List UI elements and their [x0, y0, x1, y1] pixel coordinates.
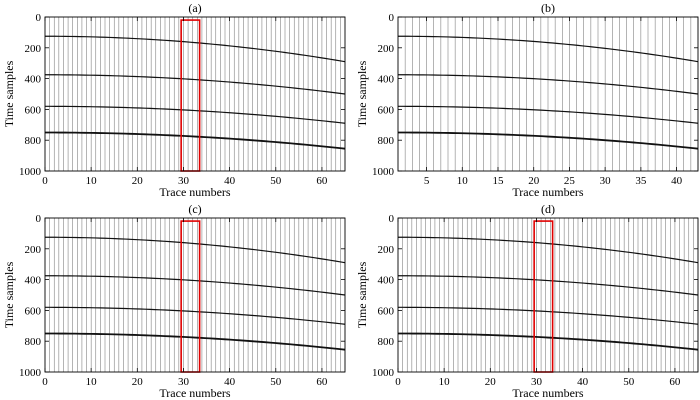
- y-tick-label: 1000: [19, 166, 42, 178]
- x-tick-label: 30: [178, 376, 190, 388]
- x-tick-label: 60: [316, 175, 328, 187]
- x-tick-label: 10: [457, 175, 469, 187]
- y-tick-label: 200: [25, 244, 42, 256]
- x-tick-label: 20: [485, 376, 497, 388]
- x-tick-label: 60: [316, 376, 328, 388]
- event-line-1: [44, 35, 346, 63]
- x-tick-label: 40: [224, 175, 236, 187]
- y-axis-label: Time samples: [2, 60, 16, 127]
- x-tick-label: 35: [635, 175, 647, 187]
- event-line-1: [44, 236, 346, 264]
- event-line-2: [44, 275, 346, 296]
- axes-frame: [397, 16, 699, 172]
- y-tick-label: 0: [36, 213, 42, 225]
- x-tick-label: 50: [270, 376, 282, 388]
- plot-area: [45, 17, 345, 171]
- y-tick-label: 800: [378, 336, 395, 348]
- trace-lines: [49, 218, 341, 372]
- panel-b: 5 10 15 20 25 30 35 4002004006008001000(b)Trace…: [355, 1, 699, 199]
- x-axis-label: Trace numbers: [159, 386, 231, 400]
- event-line-3: [45, 306, 346, 325]
- event-line-3: [45, 105, 346, 124]
- plot-area: [45, 218, 345, 372]
- trace-lines: [49, 17, 341, 171]
- event-line-3: [398, 306, 699, 325]
- x-tick-label: 50: [623, 376, 635, 388]
- y-axis-label: Time samples: [2, 261, 16, 328]
- y-tick-label: 0: [389, 12, 395, 24]
- x-tick-label: 0: [395, 376, 401, 388]
- x-tick-label: 5: [424, 175, 430, 187]
- panel-title: (a): [188, 1, 201, 15]
- x-tick-label: 30: [600, 175, 612, 187]
- x-tick-label: 30: [178, 175, 190, 187]
- event-line-4: [45, 131, 346, 150]
- y-tick-label: 400: [378, 275, 395, 287]
- y-tick-label: 800: [25, 135, 42, 147]
- y-tick-label: 600: [25, 305, 42, 317]
- event-line-1: [397, 35, 699, 63]
- plot-area: [398, 218, 698, 372]
- event-line-2: [44, 74, 346, 95]
- y-tick-label: 400: [25, 275, 42, 287]
- y-tick-label: 1000: [19, 367, 42, 379]
- x-tick-label: 50: [270, 175, 282, 187]
- panel-title: (b): [541, 1, 555, 15]
- y-tick-label: 1000: [372, 367, 395, 379]
- event-line-4: [45, 332, 346, 351]
- panel-title: (c): [188, 202, 201, 216]
- y-tick-label: 0: [389, 213, 395, 225]
- event-line-4: [398, 332, 699, 351]
- event-line-1: [397, 236, 699, 264]
- x-tick-label: 25: [564, 175, 576, 187]
- panel-title: (d): [541, 202, 555, 216]
- x-tick-label: 0: [42, 376, 48, 388]
- y-tick-label: 600: [378, 305, 395, 317]
- y-tick-label: 600: [25, 104, 42, 116]
- event-line-2: [397, 74, 699, 95]
- x-tick-label: 40: [577, 376, 589, 388]
- x-tick-label: 30: [531, 376, 543, 388]
- y-axis-label: Time samples: [355, 261, 369, 328]
- x-tick-label: 60: [669, 376, 681, 388]
- y-tick-label: 400: [378, 74, 395, 86]
- x-tick-label: 10: [86, 376, 98, 388]
- x-tick-label: 20: [528, 175, 540, 187]
- y-tick-label: 800: [25, 336, 42, 348]
- x-axis-label: Trace numbers: [512, 386, 584, 400]
- y-tick-label: 200: [378, 244, 395, 256]
- x-tick-label: 20: [132, 175, 144, 187]
- y-axis-label: Time samples: [355, 60, 369, 127]
- x-tick-label: 15: [493, 175, 505, 187]
- event-line-4: [398, 131, 699, 150]
- y-tick-label: 1000: [372, 166, 395, 178]
- trace-lines: [404, 17, 692, 171]
- x-tick-label: 10: [439, 376, 451, 388]
- x-axis-label: Trace numbers: [159, 185, 231, 199]
- y-tick-label: 200: [25, 43, 42, 55]
- y-tick-label: 600: [378, 104, 395, 116]
- axes-frame: [44, 217, 346, 373]
- y-tick-label: 0: [36, 12, 42, 24]
- x-tick-label: 40: [671, 175, 683, 187]
- x-tick-label: 10: [86, 175, 98, 187]
- y-tick-label: 800: [378, 135, 395, 147]
- x-axis-label: Trace numbers: [512, 185, 584, 199]
- event-line-2: [397, 275, 699, 296]
- x-tick-label: 40: [224, 376, 236, 388]
- x-tick-label: 0: [42, 175, 48, 187]
- axes-frame: [397, 217, 699, 373]
- event-line-3: [398, 105, 699, 124]
- axes-frame: [44, 16, 346, 172]
- x-tick-label: 20: [132, 376, 144, 388]
- y-tick-label: 400: [25, 74, 42, 86]
- y-tick-label: 200: [378, 43, 395, 55]
